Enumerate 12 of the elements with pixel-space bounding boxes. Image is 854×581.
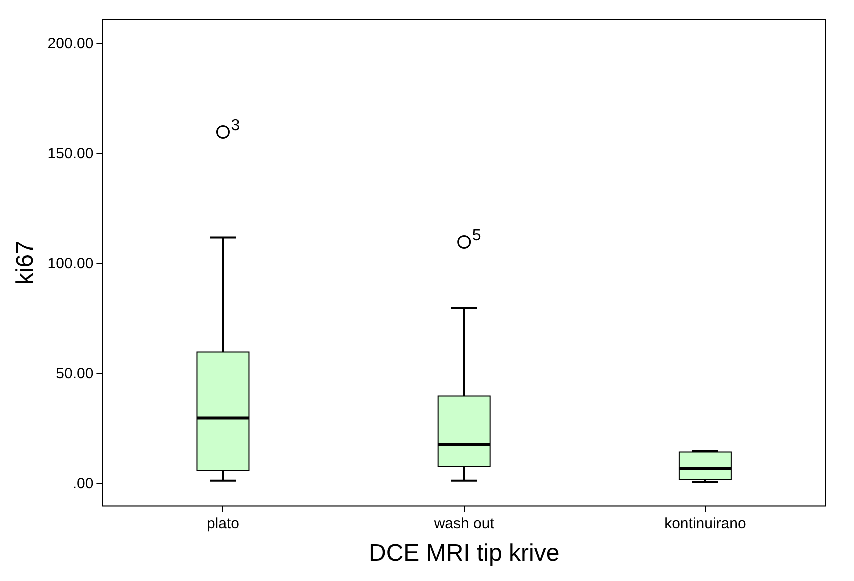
x-axis-title: DCE MRI tip krive	[368, 540, 560, 568]
x-tick-label: wash out	[433, 515, 496, 532]
y-tick-label: 150.00	[48, 145, 94, 162]
y-tick-label: 50.00	[56, 365, 94, 382]
annotation: 3	[231, 118, 240, 135]
y-tick-label: .00	[72, 475, 94, 492]
x-tick-label: plato	[206, 515, 240, 532]
annotation: 5	[472, 228, 482, 245]
y-tick-label: 100.00	[48, 255, 94, 272]
y-axis-title: ki67	[12, 241, 40, 286]
y-tick-label: 200.00	[48, 35, 94, 52]
x-tick-label: kontinuirano	[664, 515, 746, 532]
